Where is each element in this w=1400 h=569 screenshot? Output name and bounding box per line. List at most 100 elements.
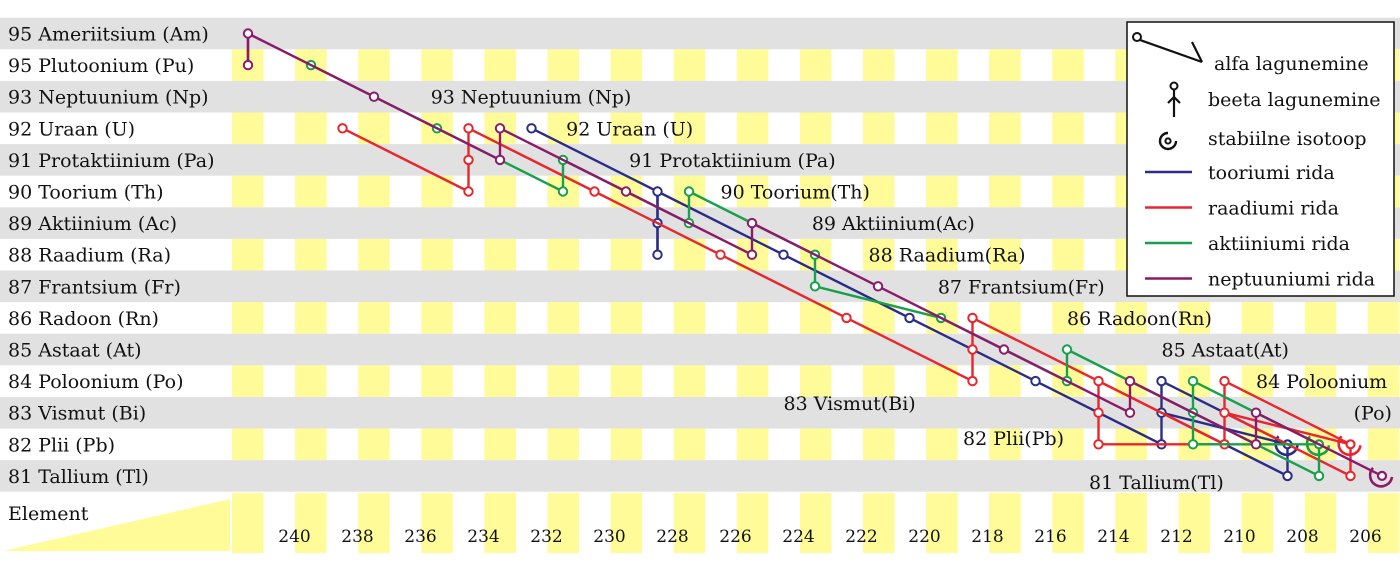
row-stripe-yellow-cell — [989, 175, 1021, 208]
inline-element-label: 83 Vismut(Bi) — [784, 393, 916, 415]
axis-band-cell — [799, 493, 832, 553]
isotope-node — [1187, 439, 1199, 450]
inline-element-label: (Po) — [1354, 403, 1392, 425]
row-stripe-yellow-cell — [1052, 238, 1084, 271]
decay-segment — [1254, 411, 1384, 478]
decay-segment — [656, 190, 785, 256]
axis-band-cell — [1367, 493, 1400, 553]
axis-band-cell — [295, 493, 327, 553]
legend-series-label: raadiumi rida — [1208, 198, 1339, 220]
row-stripe-yellow-cell — [673, 112, 706, 145]
row-stripe-yellow-cell — [863, 365, 895, 397]
axis-band-cell — [926, 493, 958, 553]
legend-series-label: neptuuniumi rida — [1208, 269, 1375, 291]
isotope-node — [1061, 344, 1073, 355]
isotope-node — [1030, 375, 1041, 387]
row-stripe-yellow-cell — [358, 238, 390, 271]
isotope-node — [1219, 375, 1230, 387]
row-stripe-yellow-cell — [421, 238, 453, 271]
inline-element-label: 88 Raadium(Ra) — [869, 245, 1026, 267]
axis-band-cell — [1178, 493, 1210, 553]
isotope-node — [337, 123, 348, 134]
row-stripe-yellow-cell — [484, 175, 516, 208]
isotope-node — [967, 375, 978, 387]
isotope-node — [1250, 439, 1262, 450]
row-stripe-yellow-cell — [358, 365, 390, 397]
row-stripe-yellow-cell — [610, 49, 643, 81]
decay-segment — [876, 285, 1006, 351]
stable-isotope-marker — [1337, 435, 1362, 457]
row-stripe-yellow-cell — [673, 49, 706, 81]
row-stripe-yellow-cell — [484, 365, 516, 397]
decay-segment — [782, 253, 911, 320]
row-stripe-yellow-cell — [926, 428, 958, 461]
axis-band-cell — [863, 493, 895, 553]
isotope-node — [1124, 407, 1136, 418]
axis-band-cell — [232, 493, 264, 553]
element-row-label: 84 Poloonium (Po) — [8, 371, 184, 393]
isotope-node — [242, 59, 254, 71]
row-stripe-yellow-cell — [989, 112, 1021, 145]
stable-isotope-marker — [1305, 435, 1331, 457]
element-header-label: Element — [8, 503, 89, 525]
alpha-decay-symbol-icon — [1132, 32, 1203, 64]
isotope-node — [1156, 375, 1167, 387]
decay-segment — [813, 285, 943, 320]
row-stripe-yellow-cell — [295, 112, 327, 145]
isotope-node — [242, 28, 254, 39]
row-stripe-yellow-cell — [1304, 365, 1337, 397]
mass-tick-label: 206 — [1349, 527, 1381, 547]
stable-isotope-node — [1376, 470, 1388, 481]
stable-isotope-symbol-icon — [1158, 131, 1178, 151]
isotope-node — [652, 249, 663, 260]
isotope-node — [652, 186, 663, 197]
decay-segment — [1002, 348, 1132, 414]
row-stripe-yellow-cell — [232, 365, 264, 397]
isotope-node — [778, 249, 789, 260]
row-stripe-yellow-cell — [547, 428, 579, 461]
row-stripe-yellow-cell — [421, 365, 453, 397]
element-row-label: 86 Radoon (Rn) — [8, 308, 159, 330]
decay-segment — [1128, 379, 1258, 446]
mass-tick-label: 220 — [908, 527, 940, 547]
decay-segment — [341, 127, 470, 193]
row-stripe-yellow-cell — [1367, 428, 1400, 461]
decay-chains — [242, 28, 1394, 488]
isotope-node — [463, 123, 474, 134]
mass-tick-label: 230 — [593, 527, 625, 547]
decay-segment — [750, 221, 880, 288]
isotope-node — [526, 123, 537, 134]
axis-band-cell — [421, 493, 453, 553]
decay-segment — [624, 190, 754, 256]
row-stripe-yellow-cell — [926, 112, 958, 145]
row-stripe-yellow-cell — [232, 175, 264, 208]
row-stripe-yellow-cell — [926, 175, 958, 208]
isotope-node — [1250, 407, 1262, 418]
mass-tick-label: 216 — [1034, 527, 1066, 547]
row-stripe-yellow-cell — [295, 175, 327, 208]
row-stripe-yellow-cell — [1178, 302, 1210, 334]
mass-tick-label: 222 — [845, 527, 877, 547]
row-stripe-yellow-cell — [358, 49, 390, 81]
decay-chain-neptunium — [242, 28, 1394, 488]
legend-alpha-label: alfa lagunemine — [1214, 53, 1369, 75]
element-row-label: 88 Raadium (Ra) — [8, 245, 171, 267]
row-stripe-yellow-cell — [421, 302, 453, 334]
inline-element-label: 91 Protaktiinium (Pa) — [629, 150, 835, 172]
legend-beta-label: beeta lagunemine — [1208, 89, 1381, 111]
isotope-node — [589, 186, 600, 197]
row-stripe-yellow-cell — [736, 175, 769, 208]
row-stripe-yellow-cell — [547, 365, 579, 397]
isotope-node — [1093, 407, 1104, 418]
row-stripe-grey — [0, 333, 1400, 366]
mass-tick-label: 228 — [656, 527, 688, 547]
row-stripe-yellow-cell — [421, 49, 453, 81]
inline-element-label: 82 Plii(Pb) — [963, 428, 1064, 450]
row-stripe-yellow-cell — [610, 112, 643, 145]
inline-element-label: 89 Aktiinium(Ac) — [812, 213, 975, 235]
stable-isotope-marker — [1368, 467, 1394, 488]
axis-band-cell — [1052, 493, 1084, 553]
isotope-node — [967, 344, 978, 355]
inline-element-label: 90 Toorium(Th) — [721, 182, 870, 204]
